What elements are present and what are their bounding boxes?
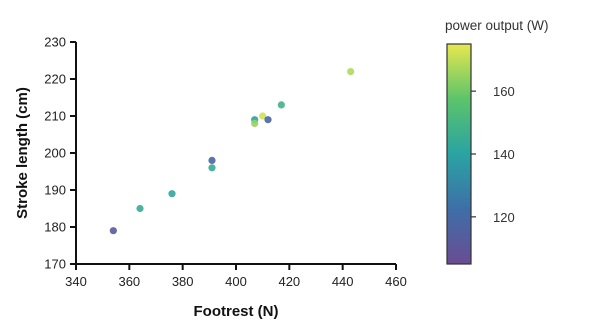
plot-area: 170 180 190 200 210 220 230 340 360 380 400 420 440 4…: [44, 35, 407, 290]
data-point: [208, 156, 216, 164]
data-point: [277, 101, 285, 109]
colorbar-tick-label: 160: [493, 84, 515, 99]
data-point: [136, 204, 144, 213]
data-point: [208, 164, 216, 172]
x-tick-label: 420: [278, 274, 300, 289]
x-tick-label: 460: [385, 274, 407, 289]
y-tick-label: 220: [44, 72, 66, 87]
x-tick-label: 400: [225, 274, 247, 289]
data-point: [264, 116, 272, 124]
data-point: [347, 68, 355, 76]
x-tick-label: 360: [118, 274, 140, 289]
y-tick-label: 180: [44, 220, 66, 235]
x-tick-label: 380: [172, 274, 194, 289]
colorbar-tick-label: 120: [493, 210, 515, 225]
y-tick-label: 230: [44, 35, 66, 50]
x-tick-label: 440: [332, 274, 354, 289]
data-point: [251, 119, 259, 127]
y-tick-label: 190: [44, 183, 66, 198]
colorbar-title: power output (W): [445, 18, 549, 33]
colorbar-gradient: [446, 43, 472, 265]
colorbar: 120 140 160: [446, 43, 515, 265]
x-axis-label: Footrest (N): [194, 303, 279, 320]
y-tick-label: 200: [44, 146, 66, 161]
y-tick-label: 210: [44, 109, 66, 124]
data-point: [109, 227, 117, 235]
data-point: [168, 190, 176, 198]
colorbar-tick-label: 140: [493, 147, 515, 162]
x-tick-label: 340: [65, 274, 87, 289]
y-tick-label: 170: [44, 257, 66, 272]
data-point: [259, 112, 267, 120]
y-axis-label: Stroke length (cm): [14, 87, 31, 219]
